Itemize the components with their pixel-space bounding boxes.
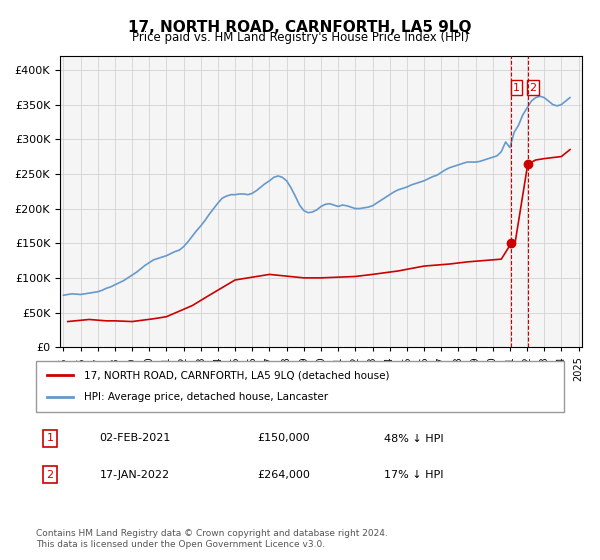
Text: 17, NORTH ROAD, CARNFORTH, LA5 9LQ: 17, NORTH ROAD, CARNFORTH, LA5 9LQ [128, 20, 472, 35]
Text: £150,000: £150,000 [258, 433, 310, 444]
Text: 02-FEB-2021: 02-FEB-2021 [100, 433, 171, 444]
Text: 2: 2 [47, 470, 53, 479]
Text: HPI: Average price, detached house, Lancaster: HPI: Average price, detached house, Lanc… [83, 393, 328, 403]
Text: 1: 1 [513, 83, 520, 92]
Text: 17-JAN-2022: 17-JAN-2022 [100, 470, 169, 479]
Text: 48% ↓ HPI: 48% ↓ HPI [385, 433, 444, 444]
Text: 17% ↓ HPI: 17% ↓ HPI [385, 470, 444, 479]
Text: Contains HM Land Registry data © Crown copyright and database right 2024.
This d: Contains HM Land Registry data © Crown c… [36, 529, 388, 549]
Text: Price paid vs. HM Land Registry's House Price Index (HPI): Price paid vs. HM Land Registry's House … [131, 31, 469, 44]
Text: 2: 2 [529, 83, 536, 92]
FancyBboxPatch shape [36, 361, 564, 412]
Text: 17, NORTH ROAD, CARNFORTH, LA5 9LQ (detached house): 17, NORTH ROAD, CARNFORTH, LA5 9LQ (deta… [83, 370, 389, 380]
Text: £264,000: £264,000 [258, 470, 311, 479]
Text: 1: 1 [47, 433, 53, 444]
